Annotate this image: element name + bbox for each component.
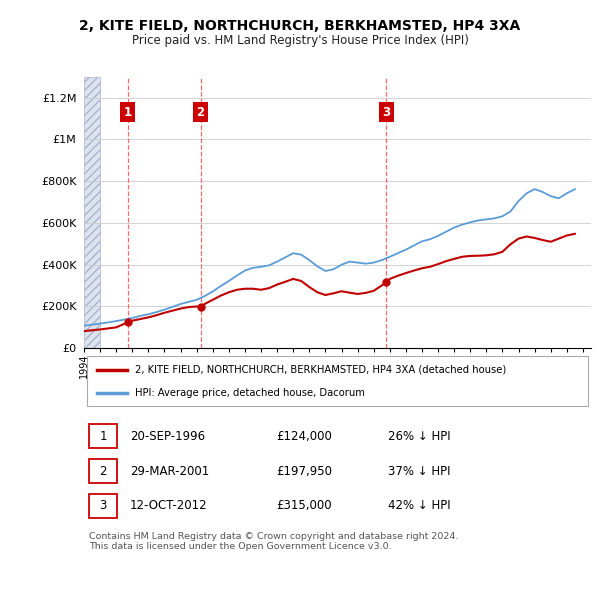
Text: 2: 2 [196,106,205,119]
Text: 26% ↓ HPI: 26% ↓ HPI [388,430,451,443]
Text: 1: 1 [100,430,107,443]
Text: 3: 3 [382,106,391,119]
Text: 12-OCT-2012: 12-OCT-2012 [130,499,207,512]
Text: 3: 3 [100,499,107,512]
Text: 2, KITE FIELD, NORTHCHURCH, BERKHAMSTED, HP4 3XA: 2, KITE FIELD, NORTHCHURCH, BERKHAMSTED,… [79,19,521,33]
Text: £124,000: £124,000 [277,430,332,443]
Text: HPI: Average price, detached house, Dacorum: HPI: Average price, detached house, Daco… [135,388,365,398]
Text: 1: 1 [124,106,132,119]
FancyBboxPatch shape [89,424,118,448]
Text: Contains HM Land Registry data © Crown copyright and database right 2024.
This d: Contains HM Land Registry data © Crown c… [89,532,458,551]
FancyBboxPatch shape [89,459,118,483]
Text: 20-SEP-1996: 20-SEP-1996 [130,430,205,443]
Text: 29-MAR-2001: 29-MAR-2001 [130,465,209,478]
Text: 2, KITE FIELD, NORTHCHURCH, BERKHAMSTED, HP4 3XA (detached house): 2, KITE FIELD, NORTHCHURCH, BERKHAMSTED,… [135,365,506,375]
FancyBboxPatch shape [89,494,118,518]
Text: 2: 2 [100,465,107,478]
Text: £315,000: £315,000 [277,499,332,512]
Text: Price paid vs. HM Land Registry's House Price Index (HPI): Price paid vs. HM Land Registry's House … [131,34,469,47]
Text: 42% ↓ HPI: 42% ↓ HPI [388,499,451,512]
Text: £197,950: £197,950 [277,465,332,478]
FancyBboxPatch shape [86,356,589,407]
Text: 37% ↓ HPI: 37% ↓ HPI [388,465,451,478]
